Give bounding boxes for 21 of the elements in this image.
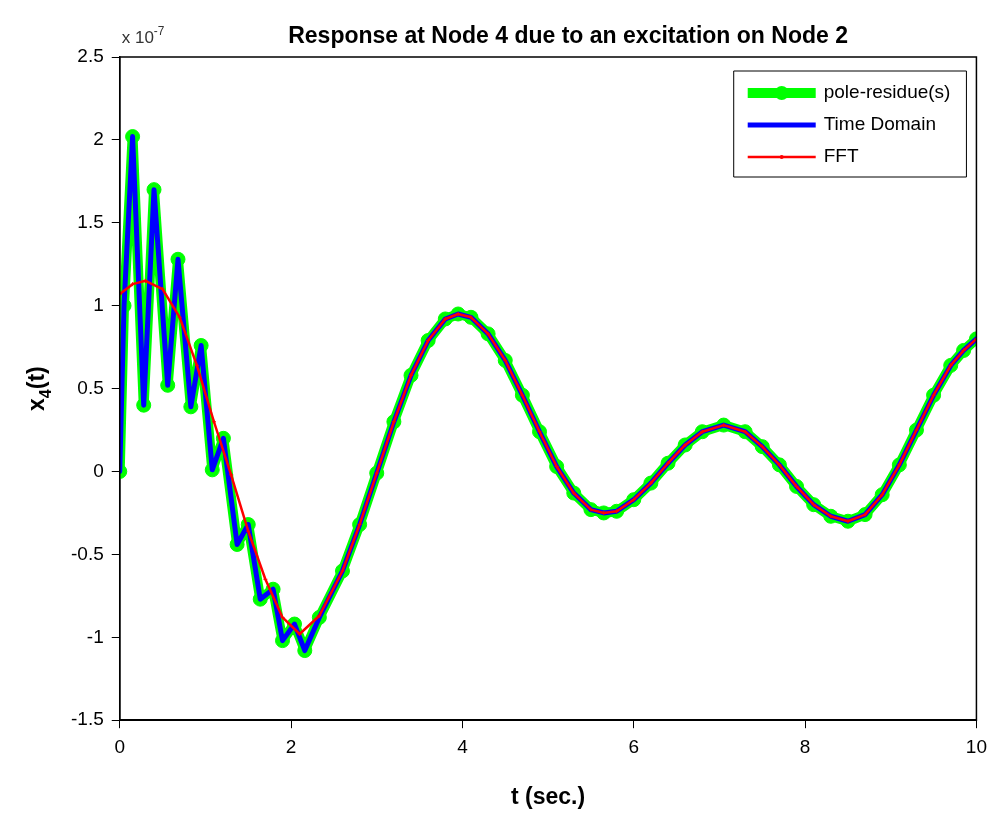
y-tick-label: 2 — [93, 128, 104, 150]
legend-label: pole-residue(s) — [823, 81, 951, 103]
x-tick-label: 8 — [799, 735, 811, 757]
y-axis-title: x4(t) — [23, 366, 54, 411]
legend-label: Time Domain — [823, 113, 936, 135]
legend-label: FFT — [823, 145, 859, 167]
y-tick-label: 1 — [93, 293, 104, 315]
y-tick-label: 0.5 — [77, 376, 104, 398]
chart-title: Response at Node 4 due to an excitation on Node 2 — [288, 22, 848, 48]
x-tick-label: 4 — [457, 735, 469, 757]
y-tick-label: 0 — [93, 459, 104, 481]
y-tick-label: -1.5 — [70, 708, 104, 730]
y-tick-label: -0.5 — [70, 542, 104, 564]
x-tick-label: 2 — [285, 735, 297, 757]
x-tick-label: 6 — [628, 735, 640, 757]
x-axis-title: t (sec.) — [511, 783, 586, 809]
y-tick-label: -1 — [86, 625, 104, 647]
y-tick-label: 2.5 — [77, 45, 104, 67]
x-tick-label: 0 — [114, 735, 126, 757]
y-tick-label: 1.5 — [77, 211, 104, 233]
x-tick-label: 10 — [965, 735, 987, 757]
